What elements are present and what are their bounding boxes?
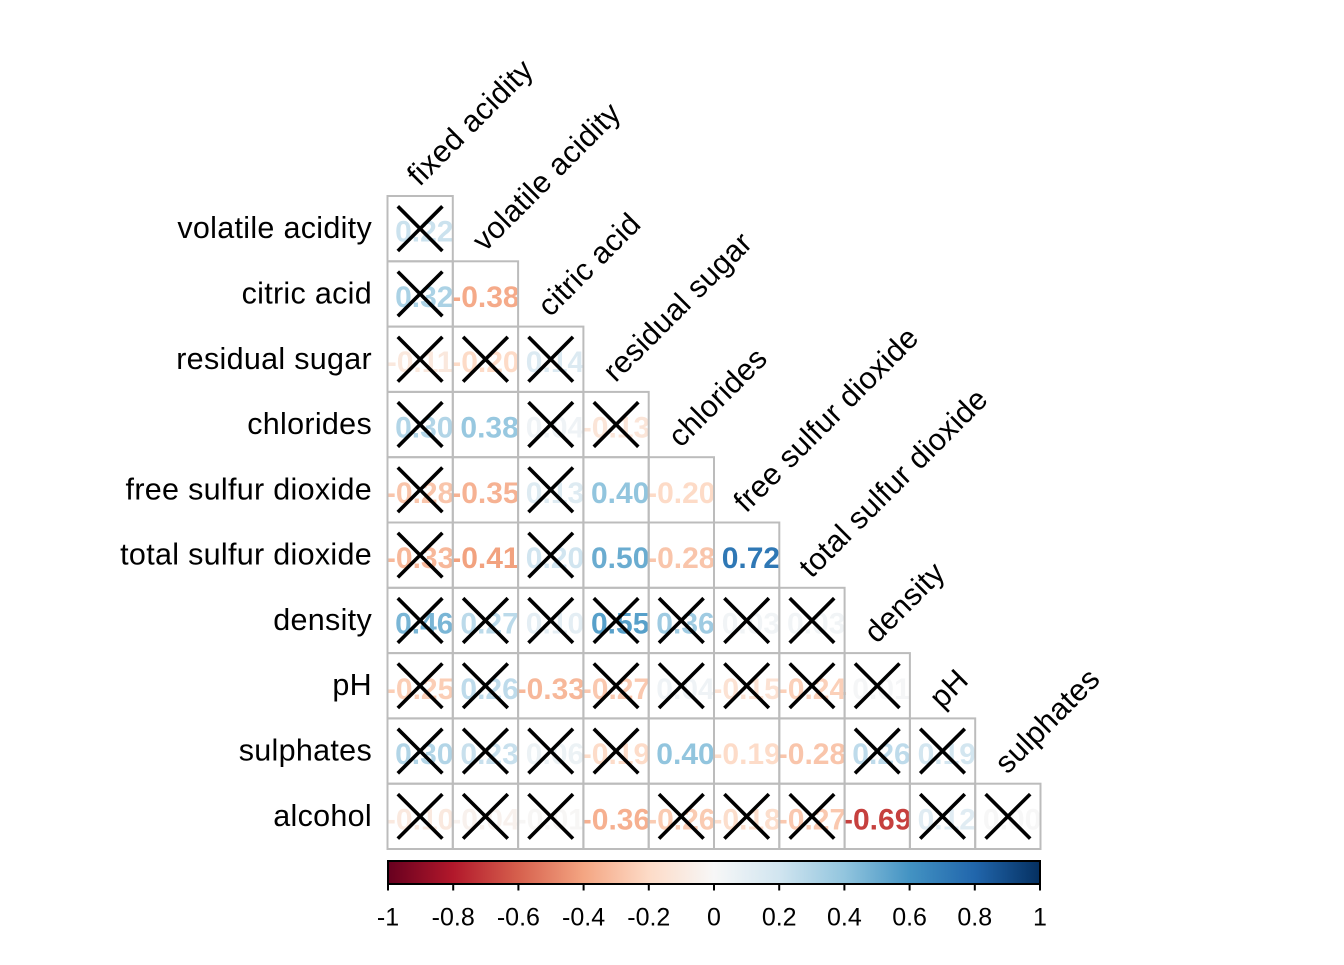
svg-text:0.4: 0.4 bbox=[827, 904, 862, 932]
svg-text:-0.15: -0.15 bbox=[712, 673, 780, 706]
svg-text:0.40: 0.40 bbox=[591, 477, 649, 510]
svg-text:-0.33: -0.33 bbox=[517, 673, 585, 706]
svg-text:-0.13: -0.13 bbox=[582, 412, 650, 445]
svg-text:chlorides: chlorides bbox=[247, 407, 372, 441]
svg-text:-0.19: -0.19 bbox=[712, 738, 780, 771]
svg-text:-0.36: -0.36 bbox=[582, 803, 650, 836]
svg-text:-0.41: -0.41 bbox=[451, 542, 519, 575]
svg-text:0.38: 0.38 bbox=[460, 412, 518, 445]
svg-text:-0.19: -0.19 bbox=[582, 738, 650, 771]
svg-text:0.50: 0.50 bbox=[591, 542, 649, 575]
svg-text:-0.26: -0.26 bbox=[647, 803, 715, 836]
svg-text:0.2: 0.2 bbox=[762, 904, 797, 932]
svg-text:0.8: 0.8 bbox=[957, 904, 992, 932]
svg-text:-0.69: -0.69 bbox=[843, 803, 911, 836]
svg-text:-0.11: -0.11 bbox=[387, 346, 454, 379]
svg-text:0.72: 0.72 bbox=[722, 542, 780, 575]
svg-text:free sulfur dioxide: free sulfur dioxide bbox=[126, 472, 372, 506]
svg-text:-0.8: -0.8 bbox=[432, 904, 475, 932]
svg-text:-1: -1 bbox=[377, 904, 399, 932]
svg-text:-0.20: -0.20 bbox=[647, 477, 715, 510]
svg-text:-0.38: -0.38 bbox=[451, 281, 519, 314]
svg-text:density: density bbox=[273, 603, 372, 637]
svg-text:residual sugar: residual sugar bbox=[176, 342, 372, 376]
svg-text:0.40: 0.40 bbox=[656, 738, 714, 771]
svg-text:volatile acidity: volatile acidity bbox=[177, 211, 372, 245]
svg-text:-0.33: -0.33 bbox=[386, 542, 454, 575]
svg-text:-0.04: -0.04 bbox=[451, 803, 520, 836]
svg-text:total sulfur dioxide: total sulfur dioxide bbox=[120, 538, 372, 572]
svg-text:-0.28: -0.28 bbox=[386, 477, 454, 510]
svg-text:-0.10: -0.10 bbox=[386, 803, 454, 836]
svg-text:-0.28: -0.28 bbox=[647, 542, 715, 575]
svg-text:0: 0 bbox=[707, 904, 721, 932]
svg-text:-0.2: -0.2 bbox=[627, 904, 670, 932]
svg-text:0.6: 0.6 bbox=[892, 904, 927, 932]
svg-text:sulphates: sulphates bbox=[239, 734, 372, 768]
svg-text:pH: pH bbox=[332, 668, 372, 702]
svg-text:-0.25: -0.25 bbox=[386, 673, 454, 706]
svg-text:-0.4: -0.4 bbox=[562, 904, 605, 932]
svg-text:alcohol: alcohol bbox=[273, 799, 372, 833]
svg-text:-0.18: -0.18 bbox=[712, 803, 780, 836]
svg-text:-0.27: -0.27 bbox=[582, 673, 650, 706]
svg-text:1: 1 bbox=[1033, 904, 1047, 932]
svg-text:-0.27: -0.27 bbox=[778, 803, 846, 836]
svg-text:-0.24: -0.24 bbox=[778, 673, 847, 706]
svg-text:-0.6: -0.6 bbox=[497, 904, 540, 932]
svg-text:-0.20: -0.20 bbox=[451, 346, 519, 379]
svg-text:citric acid: citric acid bbox=[242, 276, 372, 310]
svg-text:-0.28: -0.28 bbox=[778, 738, 846, 771]
svg-text:-0.01: -0.01 bbox=[517, 803, 585, 836]
svg-text:-0.35: -0.35 bbox=[451, 477, 519, 510]
